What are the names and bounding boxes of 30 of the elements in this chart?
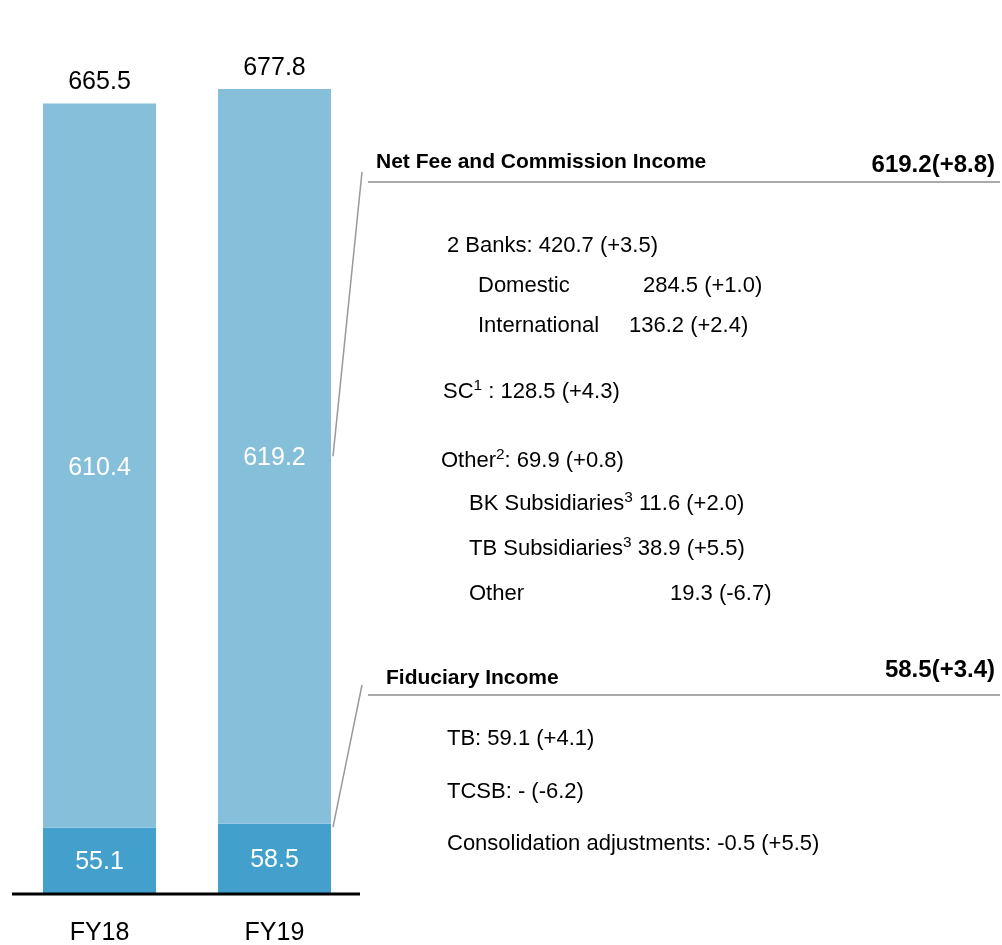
text: TB: 59.1 (+4.1) — [447, 725, 595, 750]
text: Net Fee and Commission Income — [376, 149, 707, 172]
bar — [217, 89, 331, 824]
data-label: 610.4 — [68, 451, 131, 480]
text: BK Subsidiaries$^{3}$ 11.6 (+2.0) — [469, 487, 745, 515]
text: TB Subsidiaries$^{3}$ 38.9 (+5.5) — [469, 532, 745, 560]
x-tick-label: FY18 — [69, 917, 130, 945]
text: 2 Banks: 420.7 (+3.5) — [447, 232, 658, 257]
text: Domestic — [478, 272, 570, 297]
text: Other$^{2}$: 69.9 (+0.8) — [441, 444, 624, 472]
text: 619.2(+8.8) — [871, 150, 995, 177]
bar — [217, 823, 331, 893]
data-label: 619.2 — [243, 442, 306, 471]
x-tick-label: FY19 — [244, 917, 305, 945]
text: 58.5(+3.4) — [884, 655, 995, 682]
data-label: 55.1 — [75, 846, 124, 875]
text: 136.2 (+2.4) — [629, 312, 749, 337]
text: 19.3 (-6.7) — [670, 580, 772, 605]
text: Consolidation adjustments: -0.5 (+5.5) — [447, 830, 820, 855]
bar — [43, 827, 157, 893]
text: 284.5 (+1.0) — [643, 272, 763, 297]
text: International — [478, 312, 600, 337]
bar — [43, 103, 157, 828]
total-label: 677.8 — [243, 52, 306, 80]
text: TCSB: - (-6.2) — [447, 778, 584, 803]
text: Fiduciary Income — [386, 665, 559, 688]
data-label: 58.5 — [250, 844, 299, 873]
text: SC$^{1}$ : 128.5 (+4.3) — [443, 375, 620, 403]
total-label: 665.5 — [68, 66, 131, 95]
text: Other — [469, 580, 525, 605]
